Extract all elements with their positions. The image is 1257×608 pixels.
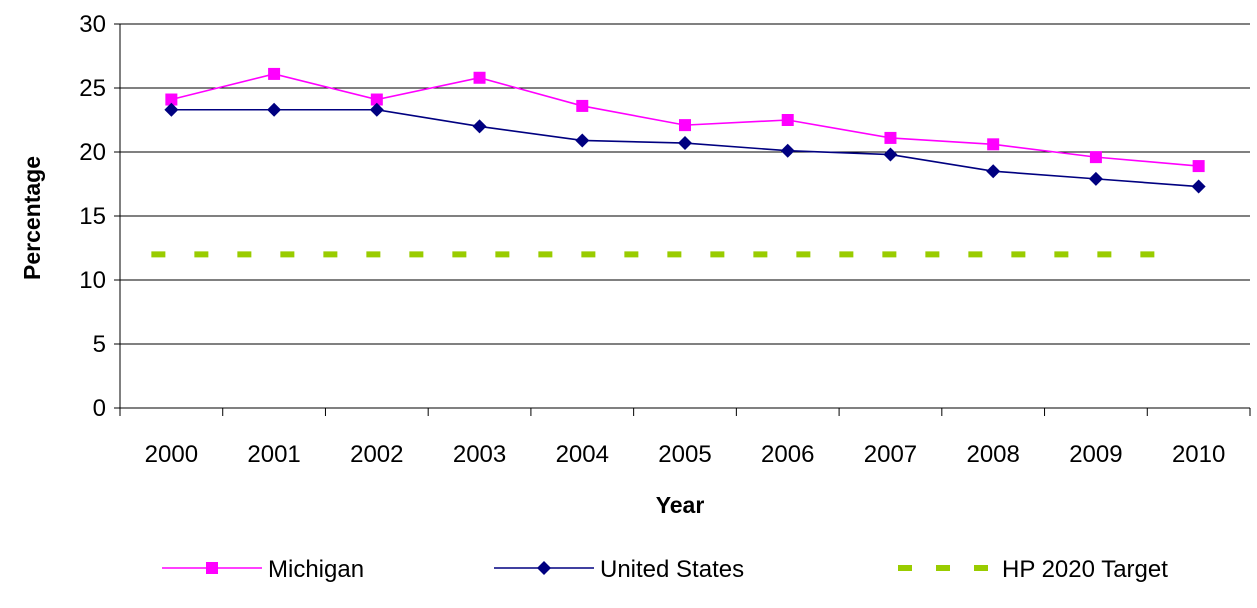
data-point-2005 (678, 136, 692, 151)
data-point-2008 (987, 138, 1000, 151)
data-point-2001 (267, 102, 282, 117)
data-point-2002 (369, 102, 384, 117)
x-tick-label-2010: 2010 (1172, 441, 1225, 468)
legend-label: Michigan (268, 556, 364, 583)
x-tick-label-2008: 2008 (966, 441, 1019, 468)
x-tick-label-2009: 2009 (1069, 441, 1122, 468)
axes (114, 23, 1251, 416)
x-tick-label-2007: 2007 (864, 441, 917, 468)
x-tick-label-2000: 2000 (145, 441, 198, 468)
y-tick-label: 5 (93, 331, 106, 358)
data-point-2010 (1191, 179, 1206, 194)
x-tick-label-2001: 2001 (247, 441, 300, 468)
legend-marker (537, 561, 551, 575)
legend: Michigan United States HP 2020 Target (162, 556, 1168, 583)
legend-item-united-states: United States (494, 556, 744, 583)
data-point-2006 (781, 114, 794, 126)
series-layer (151, 67, 1206, 258)
legend-item-michigan: Michigan (162, 556, 364, 583)
y-tick-label: 20 (79, 139, 106, 166)
x-tick-label-2004: 2004 (556, 441, 609, 468)
x-axis-title: Year (656, 492, 705, 518)
y-tick-label: 30 (79, 11, 106, 38)
y-tick-label: 15 (79, 203, 106, 230)
series-united-states (164, 102, 1206, 194)
data-point-2007 (883, 147, 898, 162)
x-tick-label-2005: 2005 (658, 441, 711, 468)
data-point-2009 (1088, 171, 1103, 186)
data-point-2000 (164, 102, 179, 117)
data-point-2007 (884, 131, 897, 144)
data-point-2004 (575, 133, 590, 148)
data-point-2009 (1089, 151, 1102, 164)
data-point-2003 (472, 119, 487, 134)
y-tick-label: 0 (93, 395, 106, 422)
legend-label: United States (600, 556, 744, 583)
data-point-2006 (780, 143, 795, 158)
data-point-2004 (576, 99, 589, 112)
gridlines (120, 23, 1250, 345)
data-point-2002 (370, 93, 383, 106)
x-tick-label-2003: 2003 (453, 441, 506, 468)
data-point-2001 (268, 67, 281, 80)
y-tick-label: 25 (79, 75, 106, 102)
x-tick-label-2002: 2002 (350, 441, 403, 468)
data-point-2003 (473, 71, 486, 84)
data-point-2008 (986, 164, 1001, 179)
legend-item-hp-2020-target: HP 2020 Target (898, 556, 1168, 583)
data-point-2005 (679, 119, 691, 132)
y-tick-label: 10 (79, 267, 106, 294)
y-axis-title: Percentage (19, 156, 45, 280)
data-point-2000 (165, 93, 178, 106)
series-michigan (165, 67, 1205, 173)
data-point-2010 (1192, 160, 1205, 173)
legend-label: HP 2020 Target (1002, 556, 1168, 583)
x-tick-label-2006: 2006 (761, 441, 814, 468)
legend-marker (206, 562, 218, 574)
tick-labels: 0 5 10 15 20 25 30 2000 2001 2002 2003 2004 2005 2006… (79, 11, 1225, 468)
